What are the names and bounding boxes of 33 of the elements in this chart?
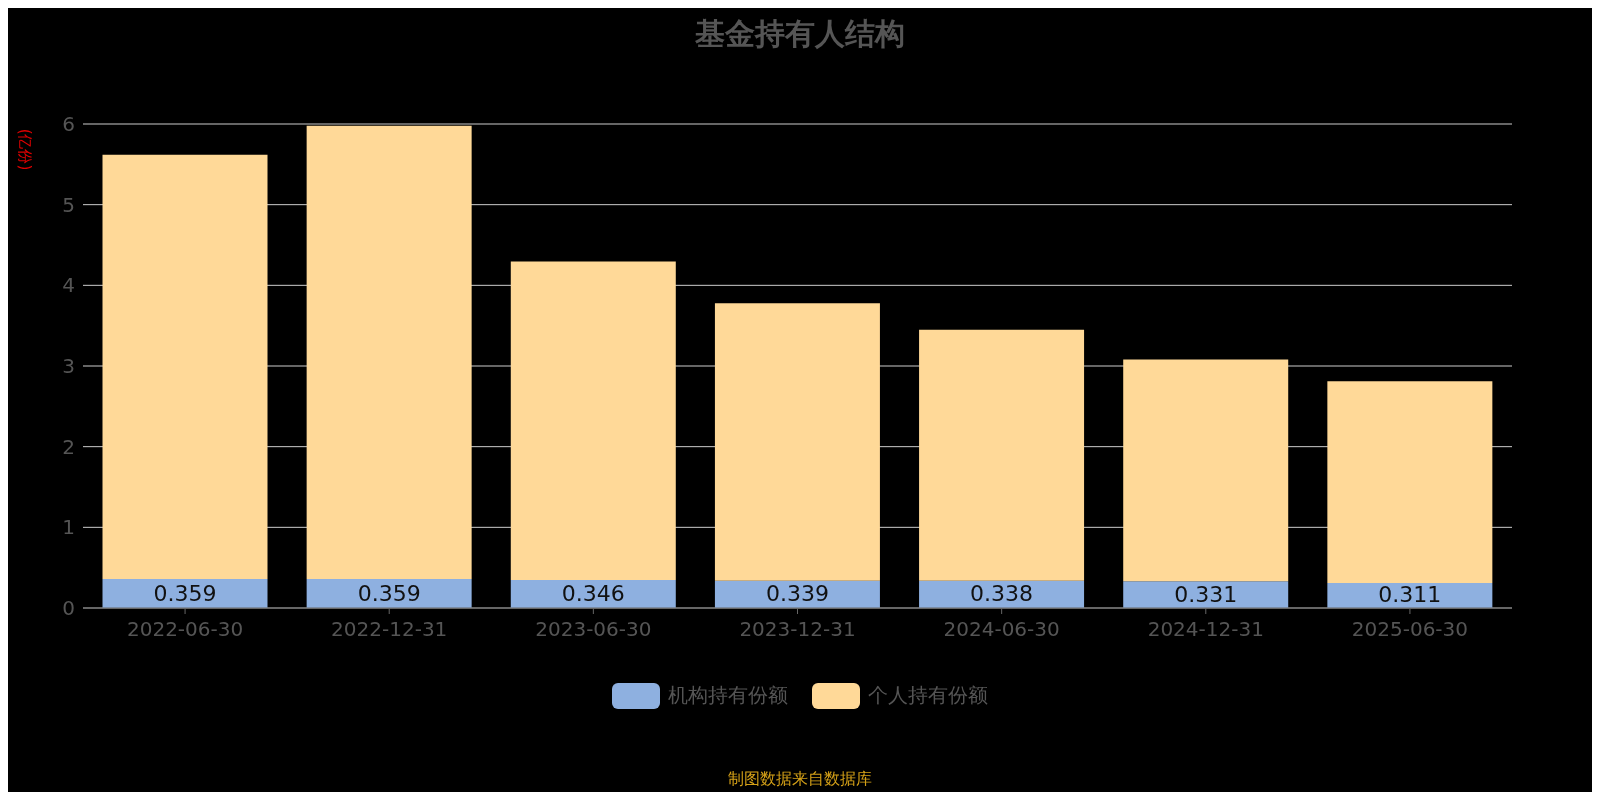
y-tick-label: 2	[62, 434, 75, 459]
bar	[306, 125, 472, 580]
y-tick-label: 5	[62, 192, 75, 217]
x-tick-label: 2025-06-30	[1351, 617, 1469, 642]
bar	[919, 329, 1085, 581]
bar	[714, 303, 880, 581]
bar	[102, 154, 268, 580]
data-label: 0.338	[970, 581, 1034, 607]
legend-label: 个人持有份额	[868, 682, 988, 709]
x-tick-label: 2022-06-30	[126, 617, 244, 642]
y-tick-label: 3	[62, 354, 75, 379]
data-label: 0.359	[357, 580, 421, 606]
bar	[1327, 381, 1493, 583]
data-label: 0.331	[1174, 581, 1238, 607]
data-label: 0.346	[561, 581, 625, 607]
chart-title: 基金持有人结构	[694, 15, 906, 53]
bar	[1123, 359, 1289, 582]
y-tick-label: 6	[62, 112, 75, 137]
y-tick-label: 1	[62, 515, 75, 540]
y-tick-label: 0	[62, 596, 75, 621]
x-tick-label: 2024-12-31	[1147, 617, 1264, 642]
data-label: 0.339	[765, 581, 829, 607]
bar	[510, 261, 676, 581]
y-axis-title: (亿份)	[14, 127, 34, 173]
data-label: 0.359	[153, 580, 217, 606]
x-tick-label: 2024-06-30	[943, 617, 1060, 642]
legend-label: 机构持有份额	[668, 682, 788, 709]
data-label: 0.311	[1378, 582, 1442, 608]
x-tick-label: 2023-06-30	[535, 617, 652, 642]
x-tick-label: 2022-12-31	[331, 617, 448, 642]
text: 制图数据来自数据库	[727, 769, 873, 790]
y-tick-label: 4	[62, 273, 75, 298]
x-tick-label: 2023-12-31	[739, 617, 856, 642]
